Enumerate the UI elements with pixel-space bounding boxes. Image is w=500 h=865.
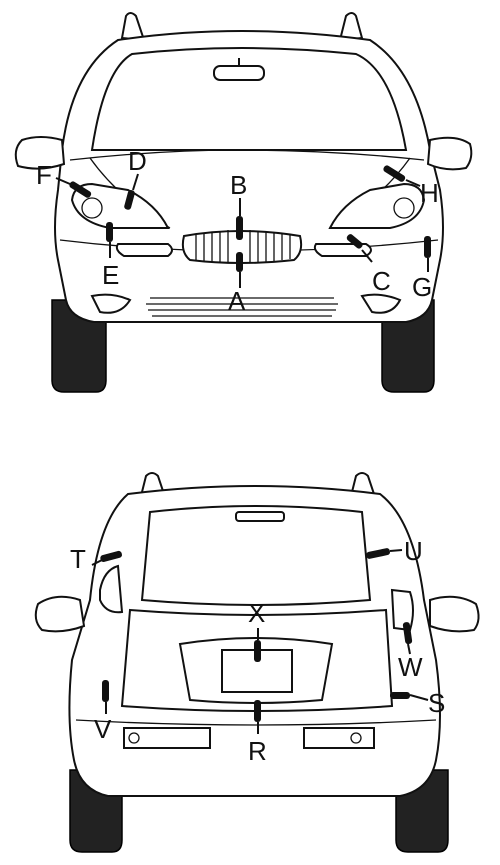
marker-h [383,165,406,182]
marker-f [69,181,92,198]
front-view-car [14,12,473,393]
front-mirror-right [426,136,473,171]
marker-r [254,700,261,722]
rear-taillamp-right [390,588,414,632]
marker-a [236,252,243,272]
front-fog-right [360,293,402,314]
front-mirror-left [14,136,66,170]
front-lower-intake [146,297,338,317]
rear-tailgate [120,608,394,712]
label-d: D [128,146,147,176]
marker-v [102,680,109,702]
front-interior-mirror [213,65,265,81]
marker-s [390,692,410,699]
label-b: B [230,170,247,200]
label-r: R [248,736,267,766]
front-roof-bar-right [338,12,364,42]
label-t: T [70,544,86,574]
marker-c [346,234,363,249]
marker-t [100,550,122,563]
rear-view-car [34,472,480,853]
label-s: S [428,688,445,718]
marker-d [124,189,135,210]
rear-high-stop [235,511,285,522]
label-e: E [102,260,119,290]
label-h: H [420,178,439,208]
front-roof-bar-left [120,12,146,42]
front-signal-left [115,243,173,257]
label-f: F [36,160,52,190]
rear-reflector-left [123,727,211,749]
label-u: U [404,536,423,566]
front-left-tire [51,299,107,393]
marker-u [366,548,391,559]
label-c: C [372,266,391,296]
front-markers [55,165,431,288]
rear-markers [91,548,429,734]
marker-g [424,236,431,258]
front-grille-bars [195,230,291,263]
label-x: X [248,598,265,628]
label-a: A [228,286,246,316]
rear-taillamp-left [99,564,124,614]
rear-mirror-right [429,595,480,633]
marker-b [236,216,243,240]
label-g: G [412,272,432,302]
front-windshield [90,47,408,151]
marker-w [402,622,413,645]
front-labels: A B C D E F G H [36,146,439,316]
rear-mirror-left [34,595,86,633]
rear-window [140,505,372,606]
rear-bumper [75,719,437,726]
rear-labels: X R S T U V W [70,536,445,766]
rear-reflector-right [303,727,375,749]
label-v: V [94,714,112,744]
marker-x [254,640,261,662]
front-hood [69,149,425,161]
marker-e [106,222,113,242]
front-fog-left [90,293,132,314]
label-w: W [398,652,423,682]
